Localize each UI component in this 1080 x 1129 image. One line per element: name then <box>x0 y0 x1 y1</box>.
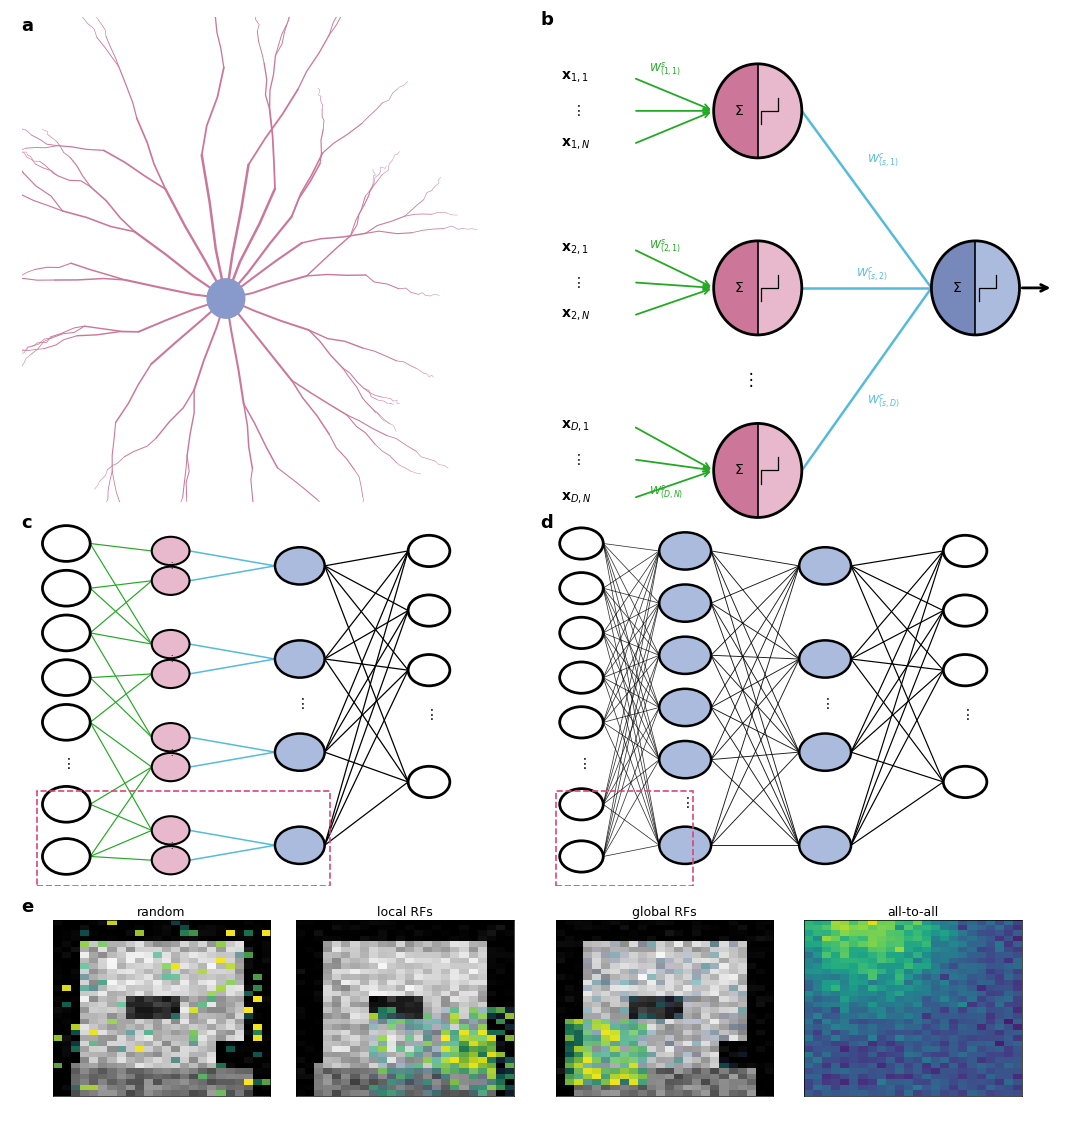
Circle shape <box>152 816 189 844</box>
Circle shape <box>559 618 604 648</box>
Circle shape <box>943 655 987 685</box>
Text: $\vdots$: $\vdots$ <box>167 560 174 571</box>
Text: $\mathbf{x}_{2,1}$: $\mathbf{x}_{2,1}$ <box>561 242 589 256</box>
Text: $\vdots$: $\vdots$ <box>742 369 753 388</box>
Text: $\vdots$: $\vdots$ <box>167 746 174 758</box>
Circle shape <box>42 839 90 874</box>
Circle shape <box>206 278 245 318</box>
Text: $\vdots$: $\vdots$ <box>571 274 581 290</box>
Text: $W^c_{(s,D)}$: $W^c_{(s,D)}$ <box>866 393 899 410</box>
Text: c: c <box>22 514 32 532</box>
Polygon shape <box>714 423 758 517</box>
Text: $\vdots$: $\vdots$ <box>62 755 71 771</box>
Circle shape <box>659 585 711 622</box>
Text: $\vdots$: $\vdots$ <box>424 708 434 723</box>
Polygon shape <box>931 240 975 335</box>
Text: $W^s_{(1,1)}$: $W^s_{(1,1)}$ <box>649 61 681 78</box>
Text: $\vdots$: $\vdots$ <box>571 104 581 119</box>
Circle shape <box>408 655 450 685</box>
Circle shape <box>42 787 90 822</box>
Circle shape <box>152 630 189 658</box>
Circle shape <box>408 595 450 627</box>
Circle shape <box>42 570 90 606</box>
Polygon shape <box>758 423 801 517</box>
Circle shape <box>152 846 189 874</box>
Text: $\Sigma$: $\Sigma$ <box>734 463 744 478</box>
Text: $W^s_{(D,N)}$: $W^s_{(D,N)}$ <box>649 484 683 501</box>
Title: local RFs: local RFs <box>377 905 433 919</box>
Text: $\vdots$: $\vdots$ <box>680 795 690 809</box>
Circle shape <box>659 689 711 726</box>
Circle shape <box>943 767 987 797</box>
Circle shape <box>152 753 189 781</box>
Text: $\mathbf{x}_{2,N}$: $\mathbf{x}_{2,N}$ <box>561 308 590 323</box>
Circle shape <box>799 734 851 771</box>
Title: global RFs: global RFs <box>632 905 697 919</box>
Circle shape <box>659 826 711 864</box>
Circle shape <box>152 567 189 595</box>
Polygon shape <box>975 240 1020 335</box>
Text: $\mathbf{x}_{D,N}$: $\mathbf{x}_{D,N}$ <box>561 491 592 506</box>
Text: $\Sigma$: $\Sigma$ <box>951 281 962 295</box>
Bar <box>555 791 693 886</box>
Text: $W^c_{(s,2)}$: $W^c_{(s,2)}$ <box>856 265 888 283</box>
Circle shape <box>559 528 604 559</box>
Text: $\mathbf{x}_{1,1}$: $\mathbf{x}_{1,1}$ <box>561 70 589 85</box>
Text: $\vdots$: $\vdots$ <box>167 840 174 851</box>
Bar <box>37 791 329 886</box>
Circle shape <box>42 615 90 650</box>
Title: all-to-all: all-to-all <box>888 905 939 919</box>
Circle shape <box>408 535 450 567</box>
Circle shape <box>275 548 325 585</box>
Text: $\Sigma$: $\Sigma$ <box>734 281 744 295</box>
Circle shape <box>408 767 450 797</box>
Text: $W^s_{(2,1)}$: $W^s_{(2,1)}$ <box>649 237 681 255</box>
Text: $\vdots$: $\vdots$ <box>960 708 970 723</box>
Text: $\vdots$: $\vdots$ <box>571 452 581 467</box>
Polygon shape <box>758 64 801 158</box>
Circle shape <box>275 734 325 771</box>
Text: d: d <box>540 514 553 532</box>
Text: b: b <box>540 11 553 29</box>
Circle shape <box>659 741 711 778</box>
Circle shape <box>152 723 189 752</box>
Circle shape <box>799 640 851 677</box>
Circle shape <box>275 826 325 864</box>
Circle shape <box>559 572 604 604</box>
Circle shape <box>152 536 189 566</box>
Circle shape <box>659 637 711 674</box>
Text: $\vdots$: $\vdots$ <box>295 697 305 711</box>
Circle shape <box>559 707 604 738</box>
Circle shape <box>42 526 90 561</box>
Circle shape <box>943 595 987 627</box>
Text: $\mathbf{x}_{1,N}$: $\mathbf{x}_{1,N}$ <box>561 137 590 151</box>
Circle shape <box>42 659 90 695</box>
Text: $\vdots$: $\vdots$ <box>167 654 174 665</box>
Circle shape <box>559 789 604 820</box>
Circle shape <box>659 532 711 569</box>
Circle shape <box>559 841 604 872</box>
Text: e: e <box>22 898 33 916</box>
Text: $\mathbf{x}_{D,1}$: $\mathbf{x}_{D,1}$ <box>561 419 590 434</box>
Polygon shape <box>758 240 801 335</box>
Polygon shape <box>714 64 758 158</box>
Polygon shape <box>714 240 758 335</box>
Circle shape <box>799 826 851 864</box>
Text: a: a <box>22 17 33 35</box>
Text: $\Sigma$: $\Sigma$ <box>734 104 744 117</box>
Circle shape <box>943 535 987 567</box>
Circle shape <box>152 659 189 688</box>
Circle shape <box>42 704 90 741</box>
Title: random: random <box>137 905 186 919</box>
Text: $W^c_{(s,1)}$: $W^c_{(s,1)}$ <box>866 152 897 169</box>
Circle shape <box>799 548 851 585</box>
Circle shape <box>275 640 325 677</box>
Text: $\vdots$: $\vdots$ <box>577 755 586 771</box>
Circle shape <box>559 662 604 693</box>
Text: $\vdots$: $\vdots$ <box>821 697 829 711</box>
